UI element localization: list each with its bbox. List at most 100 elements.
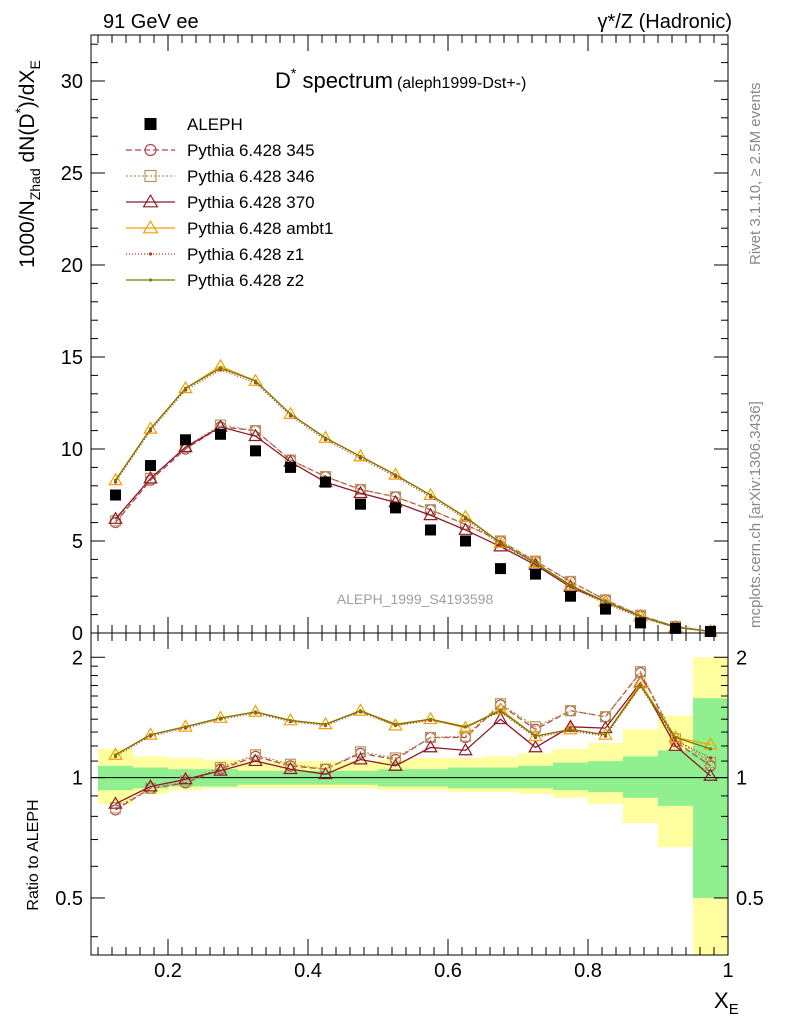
series-marker (673, 738, 678, 742)
analysis-id-label: ALEPH_1999_S4193598 (337, 591, 494, 607)
series-marker (142, 193, 159, 208)
series-marker (638, 683, 643, 688)
data-point (705, 626, 716, 638)
header-left-label: 91 GeV ee (103, 11, 199, 33)
series-marker (598, 720, 613, 734)
axis-tick-labels: 0 5 10 15 20 25 30 0.2 0.4 0.6 0.8 1 0.5 0.5 1 1 2 2 (55, 71, 764, 982)
legend-label: Pythia 6.428 ambt1 (187, 219, 333, 238)
y-axis-label-b: dN(D (16, 114, 39, 169)
series-marker (603, 600, 608, 604)
series-marker (183, 725, 188, 729)
ratio-tick-label-right: 1 (736, 768, 747, 790)
data-point (180, 434, 191, 446)
series-marker (493, 535, 508, 548)
x-tick-label: 0.8 (574, 960, 602, 982)
series-marker (458, 742, 473, 756)
series-marker (388, 758, 403, 771)
series-marker (108, 472, 123, 486)
data-point (390, 502, 401, 514)
data-point (565, 590, 576, 602)
chart-title-sup: * (291, 65, 297, 81)
data-point (215, 428, 226, 440)
header-right-label: γ*/Z (Hadronic) (598, 11, 732, 33)
series-marker (498, 709, 503, 713)
series-marker (283, 761, 298, 775)
x-axis-label-main: X (714, 988, 729, 1013)
series-marker (144, 472, 157, 485)
chart-title: D* spectrum (aleph1999-Dst+-) (275, 65, 526, 93)
series-marker (213, 763, 228, 776)
series-line-ratio (115, 670, 711, 809)
data-point (320, 476, 331, 488)
series-marker (708, 747, 713, 751)
legend-label: Pythia 6.428 z1 (187, 245, 304, 264)
data-point (425, 524, 436, 536)
ratio-tick-label: 1 (72, 768, 83, 790)
series-marker (423, 487, 438, 500)
data-point (670, 622, 681, 634)
series-marker (603, 733, 608, 737)
data-point (250, 445, 261, 457)
series-marker (563, 721, 578, 735)
data-point (145, 460, 156, 472)
series-marker (428, 493, 433, 497)
series-marker (493, 539, 508, 552)
data-point (600, 603, 611, 615)
series-marker (249, 749, 262, 761)
ratio-tick-label-right: 2 (736, 647, 747, 669)
series-marker (533, 734, 538, 738)
series-line-main (114, 424, 711, 632)
data-point (110, 489, 121, 501)
legend: ALEPH Pythia 6.428 345 Pythia 6.428 346 Pyt… (126, 115, 333, 290)
series-marker (393, 722, 398, 726)
ratio-bands (91, 657, 728, 955)
ratio-band-stat (588, 761, 623, 793)
series-marker (389, 752, 402, 764)
series-marker (533, 561, 538, 565)
series-marker (108, 511, 123, 524)
rivet-version-label: Rivet 3.1.10, ≥ 2.5M events (747, 83, 764, 266)
series-marker (248, 753, 263, 767)
ratio-band-stat (518, 765, 553, 789)
y-tick-label: 15 (61, 347, 83, 369)
x-tick-label: 0.2 (154, 960, 182, 982)
x-axis-label-sub: E (729, 1001, 739, 1018)
series-marker (463, 725, 468, 729)
y-tick-label: 20 (61, 255, 83, 277)
series-line-main (114, 367, 711, 632)
series-marker (358, 454, 363, 458)
series-marker (638, 614, 643, 619)
series-marker (458, 522, 473, 535)
series-marker (498, 541, 503, 545)
y-tick-label: 0 (72, 623, 83, 645)
series-marker (528, 555, 543, 569)
ratio-plot-frame (90, 632, 729, 956)
ratio-series (108, 666, 718, 816)
series-marker (428, 717, 433, 721)
series-marker (463, 515, 468, 519)
legend-label: Pythia 6.428 z2 (187, 271, 304, 290)
series-marker (354, 746, 367, 758)
series-marker (673, 735, 678, 740)
chart-title-suffix: (aleph1999-Dst+-) (397, 75, 526, 92)
data-point (285, 461, 296, 473)
series-marker (458, 720, 473, 734)
series-marker (253, 379, 258, 383)
y-axis-label: 1000/NZhad dN(D*)/dXE (12, 60, 43, 268)
y-tick-label: 5 (72, 531, 83, 553)
series-marker (113, 478, 118, 482)
series-line-ratio (115, 684, 711, 756)
series-marker (563, 577, 578, 591)
series-marker (323, 436, 328, 440)
y-tick-label: 25 (61, 163, 83, 185)
series-marker (493, 711, 508, 725)
series-line-ratio (115, 671, 711, 811)
series-marker (353, 752, 368, 765)
series-marker (318, 766, 333, 780)
series-marker (423, 507, 438, 521)
series-marker (358, 709, 363, 713)
legend-marker-data (144, 118, 157, 130)
series-marker (354, 483, 367, 496)
x-tick-label: 1 (722, 960, 733, 982)
